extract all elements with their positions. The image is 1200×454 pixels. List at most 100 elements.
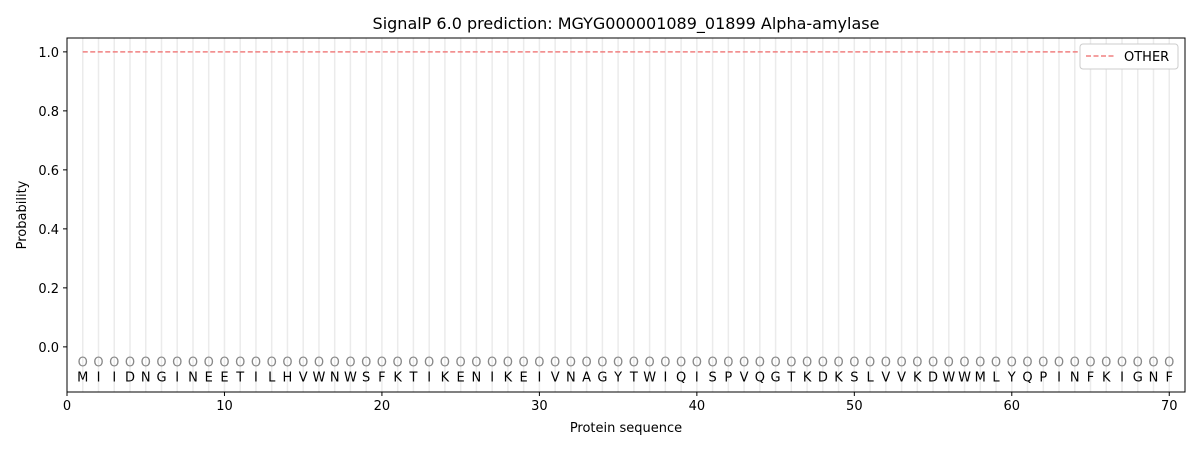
region-label: O: [361, 356, 371, 371]
residue-label: V: [551, 371, 560, 386]
residue-label: D: [818, 371, 828, 386]
residue-label: W: [958, 371, 971, 386]
region-label: O: [377, 356, 387, 371]
y-axis-label: Probability: [15, 180, 30, 249]
residue-label: I: [97, 371, 101, 386]
region-label: O: [1022, 356, 1032, 371]
residue-label: L: [866, 371, 874, 386]
x-tick-label: 30: [531, 399, 548, 414]
legend: OTHER: [1079, 43, 1179, 70]
region-label: O: [1070, 356, 1080, 371]
residue-label: K: [393, 371, 402, 386]
region-label: O: [692, 356, 702, 371]
residue-label: N: [472, 371, 482, 386]
residue-label: I: [254, 371, 258, 386]
residue-label: S: [850, 371, 858, 386]
residue-label: A: [582, 371, 591, 386]
residue-label: W: [313, 371, 326, 386]
residue-label: S: [362, 371, 370, 386]
residue-label: V: [299, 371, 308, 386]
residue-label: Q: [1022, 371, 1032, 386]
residue-label: I: [112, 371, 116, 386]
residue-label: I: [175, 371, 179, 386]
region-label: O: [172, 356, 182, 371]
residue-label: D: [125, 371, 135, 386]
residue-label: V: [740, 371, 749, 386]
residue-label: W: [942, 371, 955, 386]
residue-label: E: [220, 371, 228, 386]
residue-label: W: [643, 371, 656, 386]
region-label: O: [912, 356, 922, 371]
region-label: O: [865, 356, 875, 371]
y-tick-label: 0.6: [38, 164, 59, 179]
plot-frame: [66, 37, 1186, 393]
residue-label: I: [695, 371, 699, 386]
region-label: O: [959, 356, 969, 371]
x-tick-label: 40: [689, 399, 706, 414]
residue-label: N: [1070, 371, 1080, 386]
region-label: O: [1164, 356, 1174, 371]
residue-label: L: [992, 371, 1000, 386]
region-label: O: [928, 356, 938, 371]
region-label: O: [550, 356, 560, 371]
residue-label: G: [771, 371, 781, 386]
region-label: O: [1085, 356, 1095, 371]
x-tick-label: 0: [63, 399, 71, 414]
region-label: O: [487, 356, 497, 371]
region-label: O: [93, 356, 103, 371]
region-label: O: [1054, 356, 1064, 371]
region-label: O: [1101, 356, 1111, 371]
residue-label: N: [1149, 371, 1159, 386]
region-label: O: [896, 356, 906, 371]
residue-label: P: [724, 371, 732, 386]
residue-label: M: [77, 371, 88, 386]
region-label: O: [944, 356, 954, 371]
x-tick-label: 10: [216, 399, 233, 414]
residue-label: Y: [613, 371, 622, 386]
marks: OMOIOIODONOGOIONOEOEOTOIOLOHOVOWONOWOSOF…: [77, 51, 1174, 386]
y-tick-label: 0.8: [38, 105, 59, 120]
region-label: O: [833, 356, 843, 371]
residue-label: K: [441, 371, 450, 386]
region-label: O: [282, 356, 292, 371]
chart-title: SignalP 6.0 prediction: MGYG000001089_01…: [373, 14, 880, 34]
residue-label: I: [537, 371, 541, 386]
region-label: O: [519, 356, 529, 371]
region-label: O: [1038, 356, 1048, 371]
region-label: O: [723, 356, 733, 371]
region-label: O: [881, 356, 891, 371]
residue-label: K: [803, 371, 812, 386]
region-label: O: [707, 356, 717, 371]
residue-label: G: [156, 371, 166, 386]
region-label: O: [314, 356, 324, 371]
residue-label: D: [928, 371, 938, 386]
residue-label: H: [283, 371, 293, 386]
residue-label: T: [629, 371, 638, 386]
region-label: O: [566, 356, 576, 371]
region-label: O: [660, 356, 670, 371]
residue-label: I: [490, 371, 494, 386]
region-label: O: [1148, 356, 1158, 371]
residue-label: K: [1102, 371, 1111, 386]
region-label: O: [597, 356, 607, 371]
residue-label: K: [504, 371, 513, 386]
region-label: O: [408, 356, 418, 371]
residue-label: V: [881, 371, 890, 386]
region-label: O: [141, 356, 151, 371]
region-label: O: [251, 356, 261, 371]
region-label: O: [676, 356, 686, 371]
region-label: O: [1007, 356, 1017, 371]
region-label: O: [471, 356, 481, 371]
axes: 0 10 20 30 40 50 60 70 0.0 0.2 0.4 0.6 0.8 1.0: [38, 46, 1177, 414]
region-label: O: [802, 356, 812, 371]
y-tick-label: 0.0: [38, 341, 59, 356]
residue-label: Y: [1007, 371, 1016, 386]
x-tick-label: 70: [1161, 399, 1178, 414]
residue-label: G: [597, 371, 607, 386]
residue-label: T: [786, 371, 795, 386]
residue-label: E: [457, 371, 465, 386]
residue-label: G: [1133, 371, 1143, 386]
x-axis-label: Protein sequence: [570, 421, 682, 436]
residue-label: T: [408, 371, 417, 386]
region-label: O: [534, 356, 544, 371]
